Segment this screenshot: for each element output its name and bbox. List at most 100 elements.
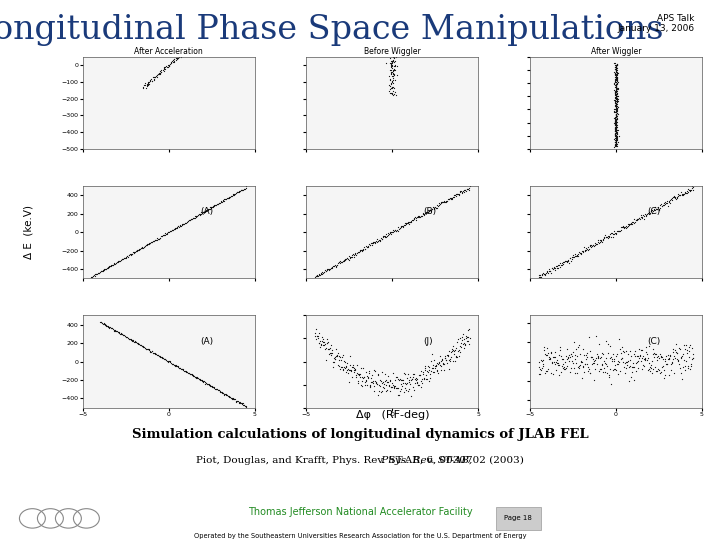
- Point: [122, 334, 134, 342]
- Point: [541, 268, 552, 276]
- Point: [571, 252, 582, 260]
- Point: [634, 351, 646, 360]
- Point: [206, 202, 217, 211]
- Point: [335, 256, 346, 265]
- Point: [448, 347, 459, 355]
- Point: [667, 348, 679, 357]
- Point: [611, 73, 623, 82]
- Point: [107, 260, 119, 269]
- Point: [609, 120, 621, 129]
- Point: [417, 210, 428, 219]
- Point: [402, 218, 413, 227]
- Point: [371, 238, 382, 246]
- Point: [210, 384, 222, 393]
- Point: [624, 362, 635, 371]
- Point: [418, 373, 429, 382]
- Point: [572, 251, 583, 260]
- Point: [389, 60, 400, 69]
- Point: [564, 254, 575, 263]
- Point: [329, 353, 341, 361]
- Point: [557, 355, 568, 363]
- Point: [611, 93, 622, 102]
- Point: [135, 244, 147, 252]
- Point: [232, 188, 243, 197]
- Point: [611, 67, 622, 76]
- Point: [541, 367, 552, 375]
- Point: [625, 361, 636, 370]
- Point: [388, 58, 400, 67]
- Point: [215, 387, 226, 396]
- Point: [314, 338, 325, 347]
- Point: [190, 38, 202, 46]
- Point: [621, 357, 633, 366]
- Point: [426, 206, 437, 214]
- Point: [139, 81, 150, 90]
- Point: [366, 240, 377, 249]
- Point: [636, 364, 648, 373]
- Point: [99, 265, 111, 274]
- Point: [551, 357, 562, 366]
- Point: [672, 356, 683, 364]
- Point: [389, 36, 400, 45]
- Point: [611, 111, 622, 119]
- Point: [461, 184, 472, 193]
- Point: [617, 222, 629, 231]
- Point: [94, 318, 106, 326]
- Point: [672, 189, 683, 198]
- Point: [387, 77, 398, 86]
- Point: [642, 366, 654, 375]
- Point: [174, 363, 185, 372]
- Point: [228, 190, 239, 199]
- Point: [611, 83, 622, 91]
- Point: [610, 70, 621, 78]
- Point: [400, 384, 411, 393]
- Point: [99, 319, 110, 328]
- Point: [233, 397, 244, 406]
- Point: [344, 254, 356, 262]
- Point: [609, 118, 621, 127]
- Point: [136, 342, 148, 351]
- Point: [309, 332, 320, 340]
- Point: [382, 229, 394, 238]
- Point: [555, 352, 567, 360]
- Point: [143, 79, 155, 88]
- Point: [387, 56, 399, 65]
- Point: [410, 213, 421, 221]
- Point: [384, 66, 396, 75]
- Point: [402, 386, 414, 395]
- Point: [328, 261, 340, 270]
- Point: [98, 319, 109, 328]
- Point: [435, 366, 446, 375]
- Point: [609, 228, 621, 237]
- Point: [141, 82, 153, 90]
- Point: [536, 355, 547, 364]
- Point: [97, 319, 109, 328]
- Point: [338, 256, 349, 265]
- Point: [133, 340, 145, 348]
- Point: [346, 366, 357, 374]
- Point: [556, 361, 567, 370]
- Point: [346, 253, 357, 262]
- Point: [430, 204, 441, 213]
- Point: [426, 363, 438, 372]
- Point: [365, 377, 377, 386]
- Point: [168, 226, 179, 234]
- Point: [610, 63, 621, 72]
- Point: [148, 348, 159, 357]
- Point: [152, 70, 163, 79]
- Point: [552, 261, 563, 270]
- Point: [146, 76, 158, 85]
- Point: [332, 261, 343, 269]
- Point: [191, 372, 202, 381]
- Point: [169, 225, 181, 234]
- Point: [657, 362, 669, 370]
- Point: [593, 352, 604, 361]
- Point: [239, 402, 251, 411]
- Point: [549, 266, 561, 274]
- Point: [238, 401, 250, 410]
- Point: [636, 354, 647, 362]
- Point: [609, 62, 621, 71]
- Point: [387, 83, 399, 91]
- Point: [611, 81, 622, 90]
- Point: [356, 246, 368, 254]
